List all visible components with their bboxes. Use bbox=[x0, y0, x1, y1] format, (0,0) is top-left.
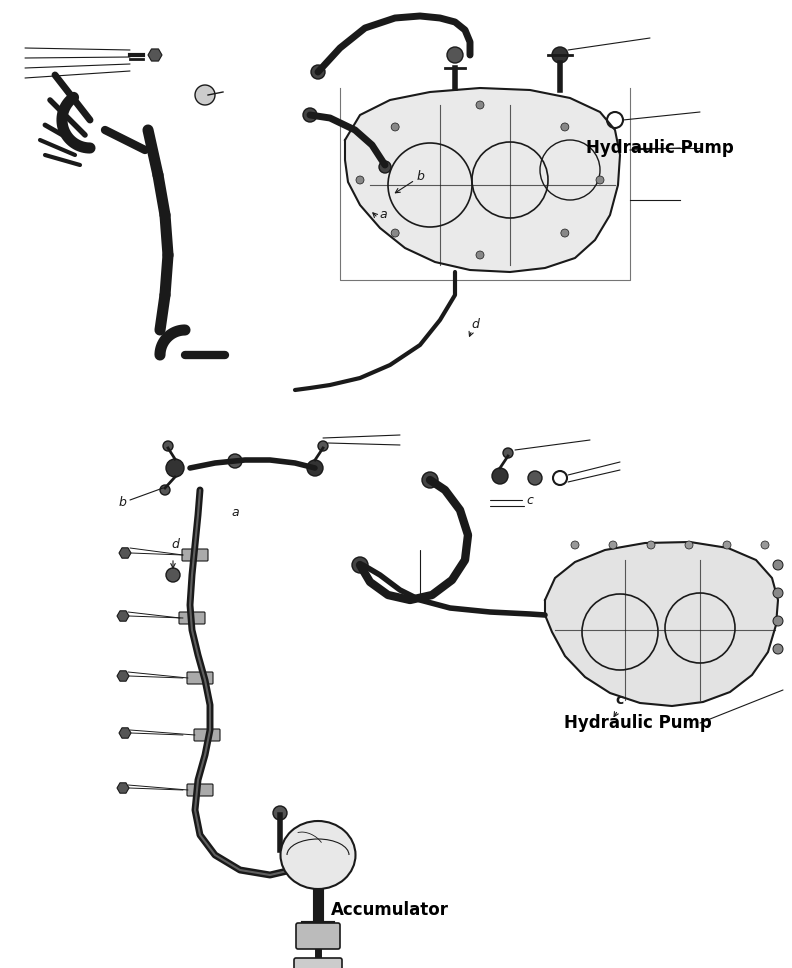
Circle shape bbox=[422, 472, 438, 488]
Circle shape bbox=[166, 568, 180, 582]
Circle shape bbox=[391, 229, 399, 237]
Circle shape bbox=[273, 806, 287, 820]
Circle shape bbox=[160, 485, 170, 495]
Text: Accumulator: Accumulator bbox=[331, 901, 449, 919]
Text: d: d bbox=[171, 538, 179, 552]
Text: Hydraulic Pump: Hydraulic Pump bbox=[586, 139, 734, 157]
Circle shape bbox=[561, 229, 569, 237]
Circle shape bbox=[607, 112, 623, 128]
Text: c: c bbox=[527, 494, 534, 506]
Circle shape bbox=[356, 176, 364, 184]
Circle shape bbox=[553, 471, 567, 485]
Circle shape bbox=[773, 644, 783, 654]
Circle shape bbox=[195, 85, 215, 105]
Circle shape bbox=[561, 123, 569, 131]
FancyBboxPatch shape bbox=[179, 612, 205, 624]
Circle shape bbox=[166, 459, 184, 477]
Text: b: b bbox=[416, 170, 424, 184]
Circle shape bbox=[773, 560, 783, 570]
Polygon shape bbox=[148, 49, 162, 61]
Polygon shape bbox=[545, 542, 778, 706]
FancyBboxPatch shape bbox=[194, 729, 220, 741]
Circle shape bbox=[163, 441, 173, 451]
Polygon shape bbox=[345, 88, 620, 272]
Text: c: c bbox=[616, 693, 624, 707]
Polygon shape bbox=[119, 728, 131, 739]
Text: d: d bbox=[471, 318, 479, 331]
Circle shape bbox=[447, 47, 463, 63]
FancyBboxPatch shape bbox=[294, 958, 342, 968]
Text: Hydraulic Pump: Hydraulic Pump bbox=[564, 714, 712, 732]
Circle shape bbox=[528, 471, 542, 485]
Circle shape bbox=[492, 468, 508, 484]
Circle shape bbox=[352, 557, 368, 573]
Circle shape bbox=[773, 616, 783, 626]
Circle shape bbox=[761, 541, 769, 549]
Polygon shape bbox=[117, 783, 129, 793]
Polygon shape bbox=[117, 671, 129, 681]
Circle shape bbox=[379, 161, 391, 173]
Circle shape bbox=[552, 47, 568, 63]
Polygon shape bbox=[119, 548, 131, 559]
FancyBboxPatch shape bbox=[187, 784, 213, 796]
Circle shape bbox=[503, 448, 513, 458]
Circle shape bbox=[311, 65, 325, 79]
Text: a: a bbox=[379, 208, 386, 222]
Circle shape bbox=[685, 541, 693, 549]
Circle shape bbox=[476, 251, 484, 259]
Circle shape bbox=[647, 541, 655, 549]
Ellipse shape bbox=[280, 821, 356, 889]
Circle shape bbox=[318, 441, 328, 451]
Circle shape bbox=[303, 108, 317, 122]
Circle shape bbox=[723, 541, 731, 549]
Polygon shape bbox=[117, 611, 129, 621]
FancyBboxPatch shape bbox=[296, 923, 340, 949]
Circle shape bbox=[773, 588, 783, 598]
Circle shape bbox=[307, 460, 323, 476]
Circle shape bbox=[476, 101, 484, 109]
Circle shape bbox=[391, 123, 399, 131]
Circle shape bbox=[228, 454, 242, 468]
Circle shape bbox=[571, 541, 579, 549]
FancyBboxPatch shape bbox=[182, 549, 208, 561]
Circle shape bbox=[596, 176, 604, 184]
Text: b: b bbox=[118, 497, 126, 509]
FancyBboxPatch shape bbox=[187, 672, 213, 684]
Circle shape bbox=[609, 541, 617, 549]
Text: a: a bbox=[231, 505, 239, 519]
